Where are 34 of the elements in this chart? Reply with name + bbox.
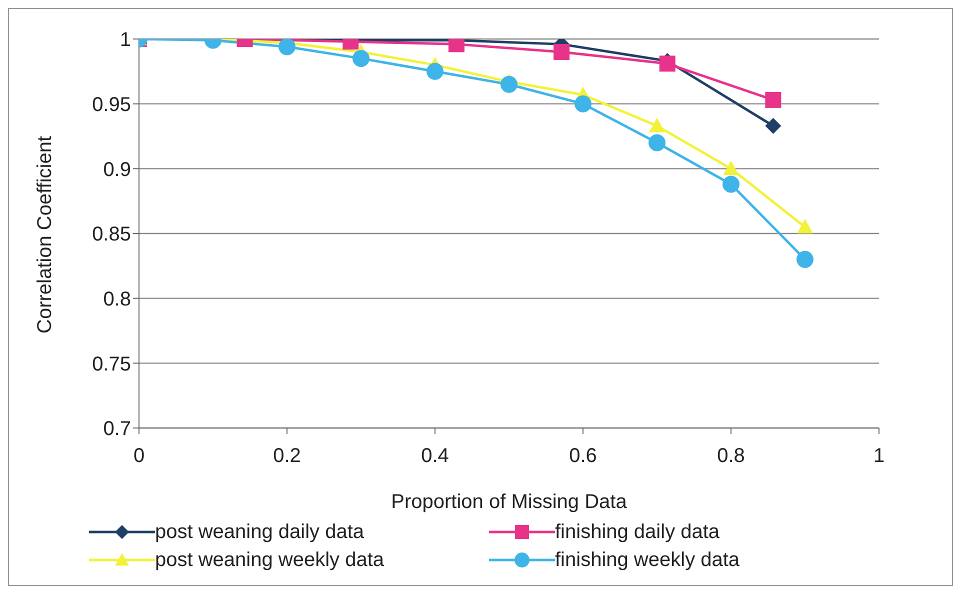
legend-label: post weaning weekly data	[155, 548, 384, 572]
legend-label: finishing daily data	[555, 520, 720, 544]
point	[796, 250, 814, 268]
point	[554, 44, 570, 60]
point	[722, 176, 740, 193]
x-tick-label: 0.6	[569, 445, 597, 468]
x-tick-label: 0.8	[717, 445, 745, 468]
x-axis-title: Proportion of Missing Data	[391, 491, 628, 513]
legend-label: post weaning daily data	[155, 520, 364, 544]
y-tick-label: 0.85	[92, 224, 131, 246]
point	[659, 56, 676, 72]
y-tick-label: 0.8	[103, 288, 131, 310]
point	[426, 62, 444, 80]
point	[723, 160, 739, 176]
x-tick-label: 0.2	[273, 445, 301, 468]
point	[352, 50, 370, 67]
x-tick-label: 0.4	[421, 445, 449, 468]
y-tick-label: 0.9	[103, 158, 131, 181]
x-tick-label: 0	[133, 445, 145, 468]
y-tick-label: 0.95	[92, 94, 131, 116]
y-tick-label: 0.7	[103, 418, 131, 440]
point	[574, 95, 592, 112]
y-axis-title: Correlation Coefficient	[34, 136, 56, 334]
y-tick-label: 1	[120, 29, 131, 52]
point	[500, 76, 518, 93]
y-tick-label: 0.75	[92, 353, 131, 376]
legend-label: finishing weekly data	[555, 548, 740, 572]
point	[765, 118, 782, 134]
point	[765, 92, 782, 108]
point	[797, 219, 813, 234]
point	[648, 134, 666, 152]
x-tick-label: 1	[873, 445, 885, 468]
point	[649, 118, 665, 132]
point	[278, 39, 296, 56]
